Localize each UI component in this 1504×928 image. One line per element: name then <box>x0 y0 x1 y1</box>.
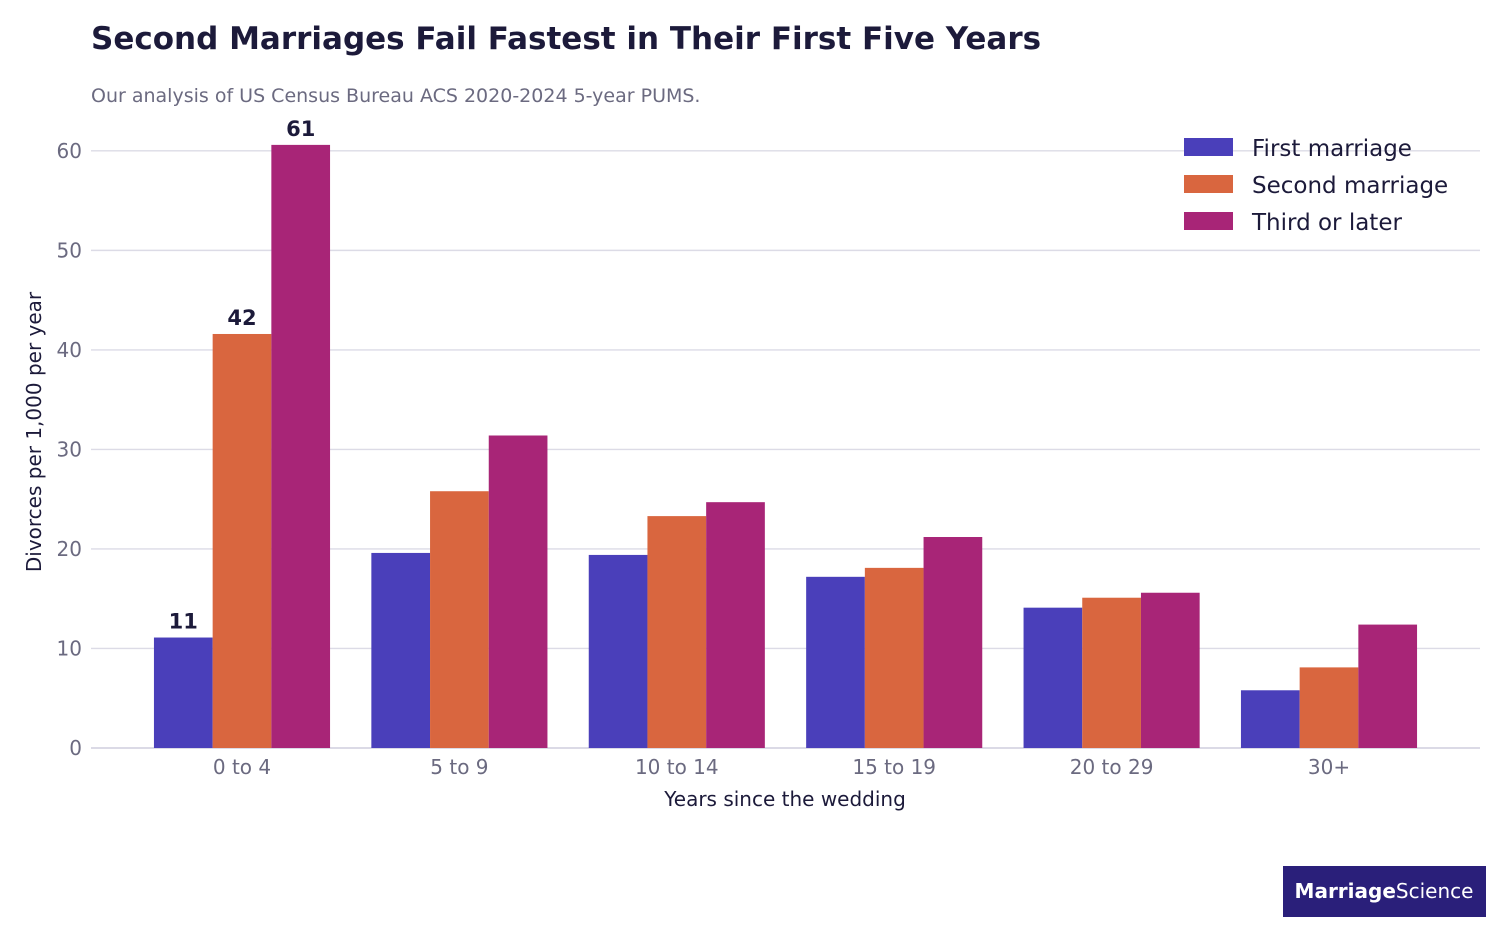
chart-subtitle: Our analysis of US Census Bureau ACS 202… <box>91 85 700 107</box>
y-axis-label: Divorces per 1,000 per year <box>22 291 46 572</box>
brand-logo-background <box>1283 866 1486 917</box>
data-label: 42 <box>227 306 256 330</box>
bar-second-marriage <box>647 516 707 748</box>
bar-third-or-later <box>706 502 765 748</box>
bar-first-marriage <box>1023 607 1083 748</box>
x-tick-label: 5 to 9 <box>430 755 488 779</box>
y-axis-ticks: 0 10 20 30 40 50 60 <box>57 139 82 760</box>
x-tick-label: 20 to 29 <box>1070 755 1154 779</box>
brand-logo: MarriageScience <box>1283 866 1486 917</box>
y-tick-label: 10 <box>57 636 82 660</box>
x-axis-ticks: 0 to 4 5 to 9 10 to 14 15 to 19 20 to 29 30+ <box>213 755 1350 779</box>
y-tick-label: 0 <box>69 736 82 760</box>
y-tick-label: 30 <box>57 437 82 461</box>
bar-third-or-later <box>1140 592 1200 748</box>
bar-first-marriage <box>806 576 865 748</box>
y-tick-label: 20 <box>57 537 82 561</box>
legend-swatch <box>1184 138 1233 156</box>
x-tick-label: 15 to 19 <box>852 755 936 779</box>
bar-second-marriage <box>212 333 272 748</box>
x-tick-label: 10 to 14 <box>635 755 719 779</box>
bar-third-or-later <box>1358 624 1418 748</box>
y-tick-label: 60 <box>57 139 82 163</box>
bar-first-marriage <box>588 554 648 748</box>
legend-swatch <box>1184 175 1233 193</box>
x-tick-label: 30+ <box>1308 755 1350 779</box>
data-label: 61 <box>286 117 315 141</box>
bar-first-marriage <box>1240 690 1300 748</box>
x-tick-label: 0 to 4 <box>213 755 271 779</box>
data-label: 11 <box>169 610 198 634</box>
y-tick-label: 50 <box>57 238 82 262</box>
bar-third-or-later <box>271 144 331 748</box>
bar-first-marriage <box>153 637 213 748</box>
brand-logo-bold: Marriage <box>1295 879 1396 903</box>
bar-second-marriage <box>864 567 924 748</box>
data-labels: 11 42 61 <box>169 117 316 634</box>
bars <box>153 144 1418 748</box>
bar-second-marriage <box>430 491 489 748</box>
brand-logo-light: Science <box>1396 879 1474 903</box>
legend-label: Second marriage <box>1252 173 1448 199</box>
chart-title: Second Marriages Fail Fastest in Their F… <box>91 21 1041 57</box>
bar-third-or-later <box>488 435 548 748</box>
bar-third-or-later <box>923 537 983 748</box>
legend-swatch <box>1184 212 1233 230</box>
bar-first-marriage <box>371 552 431 748</box>
legend-label: First marriage <box>1252 136 1412 162</box>
brand-logo-text: MarriageScience <box>1295 879 1474 903</box>
legend: First marriage Second marriage Third or la… <box>1184 136 1448 236</box>
x-axis-label: Years since the wedding <box>663 787 906 811</box>
y-tick-label: 40 <box>57 338 82 362</box>
bar-second-marriage <box>1299 667 1359 748</box>
legend-label: Third or later <box>1251 210 1402 236</box>
bar-second-marriage <box>1082 597 1141 748</box>
